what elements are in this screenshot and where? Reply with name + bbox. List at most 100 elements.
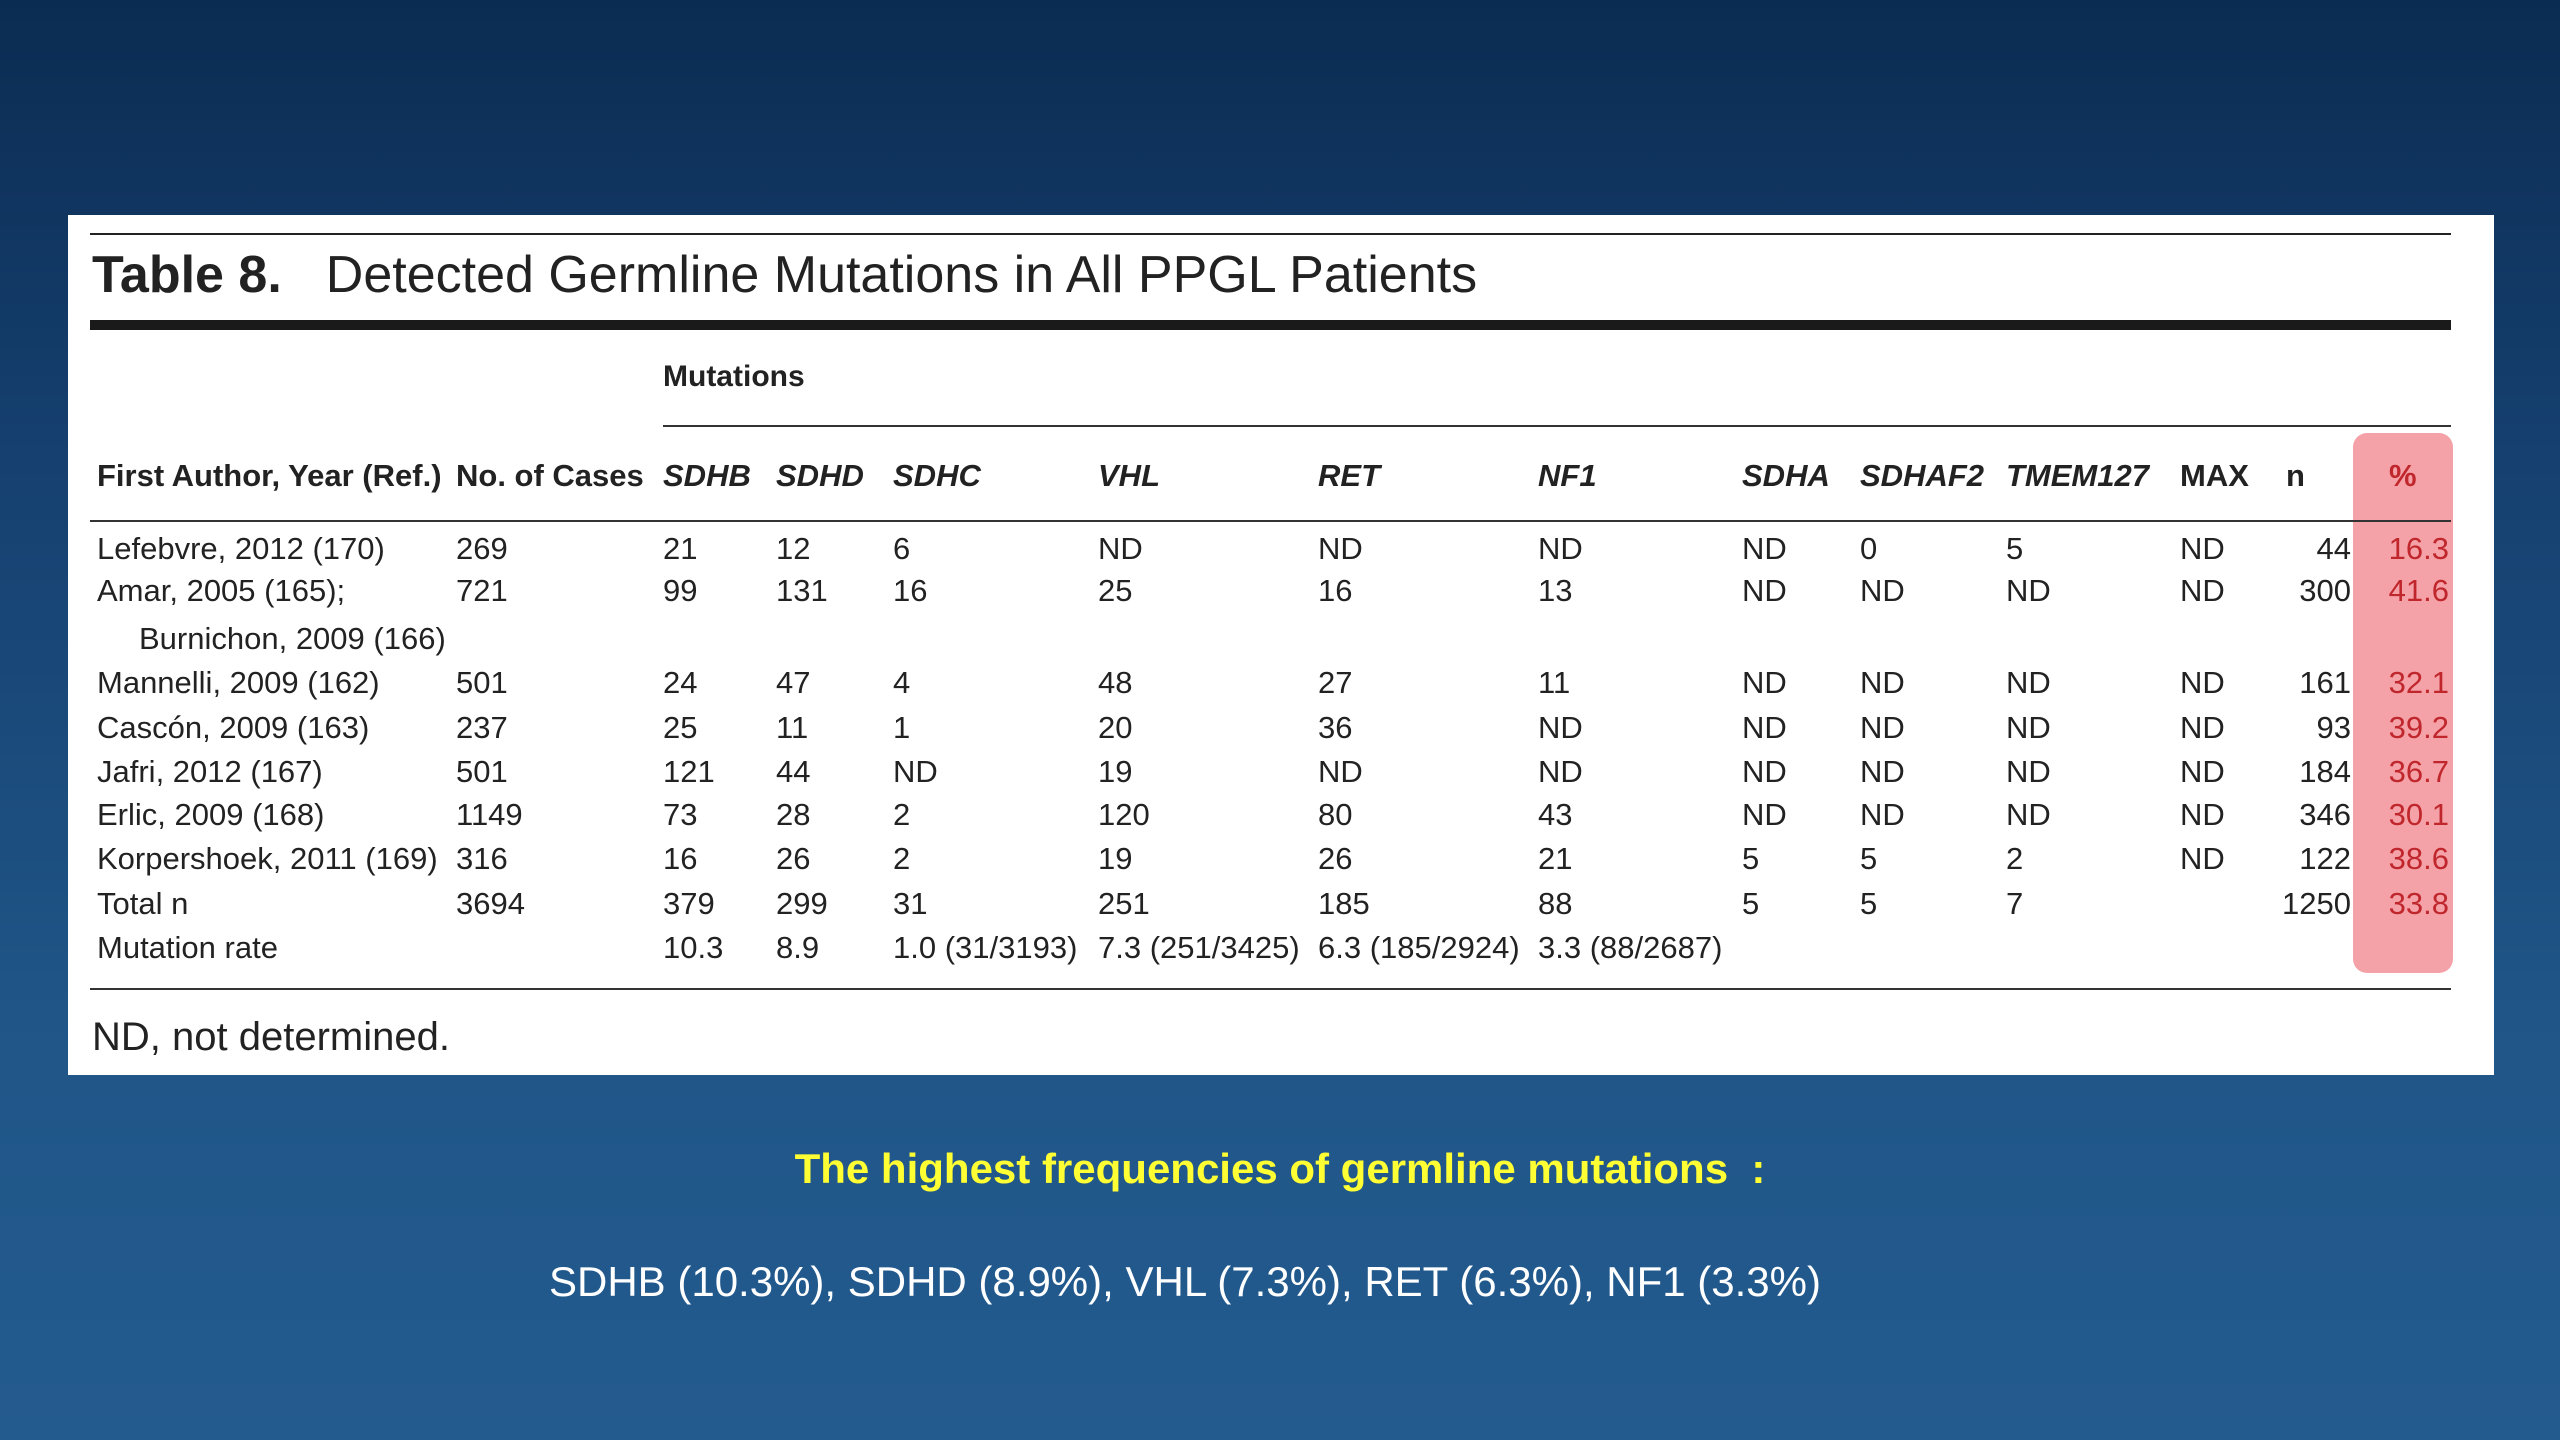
cell-sdhc: 1.0 (31/3193): [893, 930, 1078, 965]
header-rule: [90, 520, 2451, 522]
cell-sdhc: ND: [893, 754, 938, 789]
cell-vhl: 7.3 (251/3425): [1098, 930, 1300, 965]
cell-max: ND: [2180, 797, 2225, 832]
cell-ret: ND: [1318, 531, 1363, 566]
table-title-text: Detected Germline Mutations in All PPGL …: [325, 246, 1478, 304]
cell-ret: 185: [1318, 886, 1370, 921]
cell-nf1: 21: [1538, 841, 1573, 876]
cell-sdhb: 25: [663, 710, 698, 745]
cell-sdhaf2: ND: [1860, 710, 1905, 745]
table-title: Table 8. Detected Germline Mutations in A…: [92, 245, 1477, 315]
cell-sdhd: 11: [776, 710, 809, 745]
column-header-n: n: [2286, 458, 2305, 493]
cell-nf1: 11: [1538, 665, 1571, 700]
row-author: Amar, 2005 (165);: [97, 573, 346, 608]
cell-n: 93: [2316, 710, 2351, 745]
cell-tmem127: ND: [2006, 710, 2051, 745]
mutations-group-header: Mutations: [663, 360, 805, 393]
cell-vhl: 20: [1098, 710, 1133, 745]
cell-n: 122: [2299, 841, 2351, 876]
column-header-ret: RET: [1318, 458, 1380, 493]
cell-sdha: ND: [1742, 754, 1787, 789]
cell-sdhb: 121: [663, 754, 715, 789]
cell-sdha: ND: [1742, 797, 1787, 832]
cell-nf1: ND: [1538, 754, 1583, 789]
cell-sdha: 5: [1742, 886, 1760, 921]
cell-nf1: 13: [1538, 573, 1573, 608]
cell-sdha: ND: [1742, 531, 1787, 566]
cell-cases: 269: [456, 531, 508, 566]
cell-max: ND: [2180, 665, 2225, 700]
cell-sdhb: 10.3: [663, 930, 724, 965]
cell-sdhaf2: ND: [1860, 754, 1905, 789]
cell-ret: 6.3 (185/2924): [1318, 930, 1520, 965]
cell-sdhc: 4: [893, 665, 911, 700]
cell-sdhc: 6: [893, 531, 911, 566]
cell-vhl: 19: [1098, 841, 1133, 876]
cell-sdhb: 24: [663, 665, 698, 700]
cell-vhl: 120: [1098, 797, 1150, 832]
row-author: Total n: [97, 886, 189, 921]
cell-sdhd: 131: [776, 573, 828, 608]
title-thick-rule: [90, 320, 2451, 330]
cell-ret: 16: [1318, 573, 1353, 608]
cell-percent: 39.2: [2388, 710, 2449, 745]
cell-percent: 32.1: [2388, 665, 2449, 700]
cell-tmem127: ND: [2006, 797, 2051, 832]
column-header-nf1: NF1: [1538, 458, 1597, 493]
cell-max: ND: [2180, 710, 2225, 745]
cell-percent: 36.7: [2388, 754, 2449, 789]
column-header-sdhaf2: SDHAF2: [1860, 458, 1985, 493]
cell-ret: 80: [1318, 797, 1353, 832]
cell-n: 184: [2299, 754, 2351, 789]
cell-sdhd: 12: [776, 531, 811, 566]
cell-n: 44: [2316, 531, 2351, 566]
cell-sdhd: 299: [776, 886, 828, 921]
row-author: Cascón, 2009 (163): [97, 710, 370, 745]
cell-vhl: 19: [1098, 754, 1133, 789]
cell-cases: 237: [456, 710, 508, 745]
cell-cases: 501: [456, 754, 508, 789]
cell-sdha: ND: [1742, 710, 1787, 745]
cell-ret: 27: [1318, 665, 1353, 700]
cell-sdhaf2: ND: [1860, 797, 1905, 832]
column-header-sdhc: SDHC: [893, 458, 981, 493]
row-author: Lefebvre, 2012 (170): [97, 531, 385, 566]
column-header-sdha: SDHA: [1742, 458, 1830, 493]
table-bottom-rule: [90, 988, 2451, 990]
cell-sdhd: 8.9: [776, 930, 820, 965]
cell-max: ND: [2180, 531, 2225, 566]
column-header-sdhb: SDHB: [663, 458, 751, 493]
cell-nf1: 43: [1538, 797, 1573, 832]
cell-max: ND: [2180, 841, 2225, 876]
cell-percent: 16.3: [2388, 531, 2449, 566]
cell-sdhaf2: 5: [1860, 886, 1878, 921]
cell-sdhb: 21: [663, 531, 698, 566]
cell-sdhc: 16: [893, 573, 928, 608]
cell-sdhd: 26: [776, 841, 811, 876]
cell-n: 1250: [2282, 886, 2351, 921]
cell-ret: ND: [1318, 754, 1363, 789]
cell-percent: 41.6: [2388, 573, 2449, 608]
cell-sdhaf2: ND: [1860, 665, 1905, 700]
row-author: Mutation rate: [97, 930, 278, 965]
cell-ret: 36: [1318, 710, 1353, 745]
column-header-vhl: VHL: [1098, 458, 1160, 493]
cell-tmem127: 7: [2006, 886, 2024, 921]
title-top-rule: [90, 233, 2451, 235]
cell-percent: 38.6: [2388, 841, 2449, 876]
cell-nf1: 3.3 (88/2687): [1538, 930, 1723, 965]
cell-n: 300: [2299, 573, 2351, 608]
row-author: Erlic, 2009 (168): [97, 797, 325, 832]
cell-sdhd: 44: [776, 754, 811, 789]
cell-sdhd: 47: [776, 665, 811, 700]
cell-vhl: 251: [1098, 886, 1150, 921]
cell-tmem127: ND: [2006, 573, 2051, 608]
cell-sdha: ND: [1742, 573, 1787, 608]
cell-nf1: 88: [1538, 886, 1573, 921]
cell-tmem127: ND: [2006, 665, 2051, 700]
cell-tmem127: 5: [2006, 531, 2024, 566]
cell-vhl: ND: [1098, 531, 1143, 566]
row-author: Jafri, 2012 (167): [97, 754, 323, 789]
cell-sdhaf2: ND: [1860, 573, 1905, 608]
